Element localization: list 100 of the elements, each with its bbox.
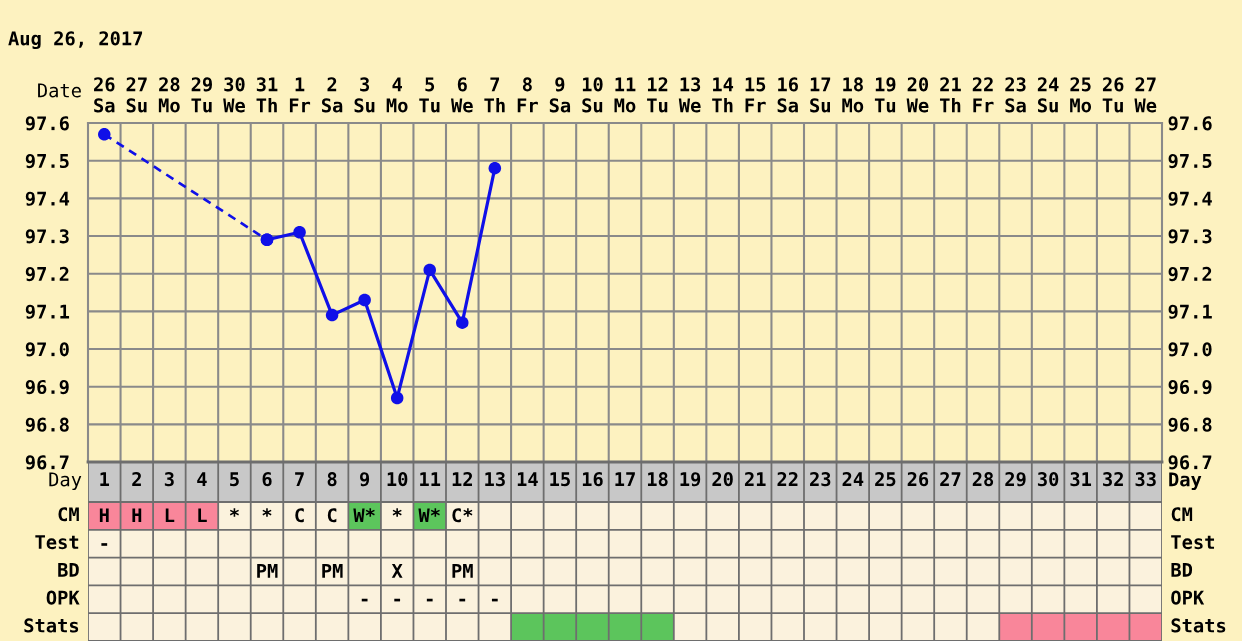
y2-tick-label: 97.4 [1168, 191, 1212, 206]
x-tick-label: 32 [1103, 472, 1123, 487]
x-tick-label: 30 [1037, 472, 1059, 487]
x-tick-label: 23 [810, 472, 831, 487]
x2-tick-label: 27 We [1134, 77, 1157, 113]
x-tick-label: 14 [517, 472, 538, 486]
text: H [132, 508, 142, 523]
category-label: CM [1171, 507, 1193, 522]
x2-tick-label: 11 Mo [614, 77, 636, 113]
x2-tick-label: 26 Tu [1102, 77, 1124, 113]
x-tick-label: 29 [1005, 472, 1026, 487]
text: PM [322, 564, 343, 578]
x2-tick-label: 13 We [678, 77, 701, 113]
text: C* [452, 508, 473, 523]
category-label: BD [1171, 562, 1193, 577]
x-tick-label: 16 [582, 472, 603, 487]
x-tick-label: 9 [360, 472, 370, 487]
y-tick-label: 97.4 [25, 191, 70, 206]
y2-tick-label: 97.1 [1168, 304, 1212, 319]
text: H [99, 508, 109, 523]
x-tick-label: 3 [164, 472, 174, 487]
text: * [392, 508, 402, 517]
text: X [391, 564, 403, 578]
x-tick-label: 19 [680, 472, 701, 487]
x2-tick-label: 18 Mo [842, 77, 864, 113]
text: C [327, 508, 337, 523]
x2-tick-label: 20 We [906, 77, 929, 113]
x2-tick-label: 7 Th [484, 77, 505, 113]
text: - [426, 598, 433, 602]
text: PM [257, 564, 278, 578]
x2-tick-label: 5 Tu [419, 77, 440, 113]
category-label: Stats [24, 618, 79, 633]
x2-tick-label: 23 Sa [1005, 77, 1026, 113]
x-tick-label: 2 [132, 472, 141, 486]
x2-axis-title: Date [38, 83, 81, 98]
x2-tick-label: 27 Su [126, 77, 147, 113]
x2-tick-label: 31 Th [256, 77, 278, 113]
x2-tick-label: 4 Mo [386, 77, 408, 113]
y-tick-label: 97.1 [25, 304, 70, 319]
category-label: BD [58, 562, 79, 577]
x2-tick-label: 29 Tu [191, 77, 212, 113]
x-tick-label: 5 [230, 472, 239, 487]
y2-tick-label: 96.8 [1168, 417, 1212, 432]
x-tick-label: 27 [940, 472, 961, 486]
text: - [101, 543, 108, 546]
text: - [361, 598, 368, 602]
y2-tick-label: 97.0 [1168, 342, 1212, 357]
x-tick-label: 1 [100, 472, 110, 486]
y-tick-label: 96.7 [25, 455, 69, 470]
text: Day [1169, 472, 1202, 491]
x2-tick-label: 6 We [450, 77, 473, 113]
text: L [165, 508, 175, 523]
x2-tick-label: 12 Tu [647, 77, 668, 113]
category-label: OPK [46, 590, 80, 605]
text: * [262, 508, 272, 517]
text: - [491, 598, 498, 602]
x-tick-label: 6 [262, 472, 272, 487]
x-tick-label: 33 [1135, 472, 1156, 487]
x2-tick-label: 26 Sa [94, 77, 115, 113]
y2-tick-label: 96.7 [1168, 455, 1212, 470]
x2-tick-label: 21 Th [939, 77, 961, 113]
y2-tick-label: 97.2 [1168, 266, 1212, 282]
x-tick-label: 8 [327, 472, 337, 487]
y2-tick-label: 97.3 [1168, 229, 1212, 244]
x-tick-label: 24 [842, 472, 864, 486]
text: PM [452, 564, 473, 578]
x2-tick-label: 25 Mo [1070, 77, 1092, 113]
x2-tick-label: 28 Mo [158, 77, 180, 113]
category-label: CM [58, 507, 79, 522]
category-label: Test [1171, 535, 1215, 550]
x-tick-label: 12 [452, 472, 473, 486]
text: W* [418, 508, 440, 523]
x-tick-label: 18 [647, 472, 668, 487]
x2-tick-label: 22 Fr [972, 77, 994, 113]
category-label: Stats [1171, 618, 1226, 633]
x-tick-label: 26 [907, 472, 929, 487]
y2-tick-label: 97.6 [1168, 116, 1212, 131]
x2-tick-label: 2 Sa [321, 77, 343, 113]
x2-tick-label: 16 Sa [777, 77, 798, 113]
category-label: Test [35, 535, 79, 550]
y-tick-label: 97.5 [25, 153, 69, 169]
chart-title: Aug 26, 2017 [8, 31, 143, 50]
category-label: OPK [1171, 590, 1205, 605]
x2-tick-label: 15 Fr [745, 77, 766, 113]
x2-tick-label: 30 We [223, 77, 245, 113]
y-tick-label: 97.2 [25, 266, 69, 282]
x2-tick-label: 3 Su [354, 77, 375, 113]
x-tick-label: 22 [777, 472, 798, 486]
x-tick-label: 13 [485, 472, 505, 487]
text: W* [353, 508, 375, 523]
x2-tick-label: 17 Su [810, 77, 831, 113]
x-tick-label: 4 [197, 472, 207, 486]
x2-tick-label: 10 Su [582, 77, 603, 113]
x-tick-label: 25 [875, 472, 896, 487]
y2-tick-label: 96.9 [1168, 379, 1212, 395]
y-tick-label: 97.3 [25, 229, 69, 244]
x-tick-label: 20 [712, 472, 733, 487]
x-tick-label: 17 [615, 472, 635, 486]
text: C [295, 508, 304, 523]
x-tick-label: 15 [550, 472, 570, 487]
